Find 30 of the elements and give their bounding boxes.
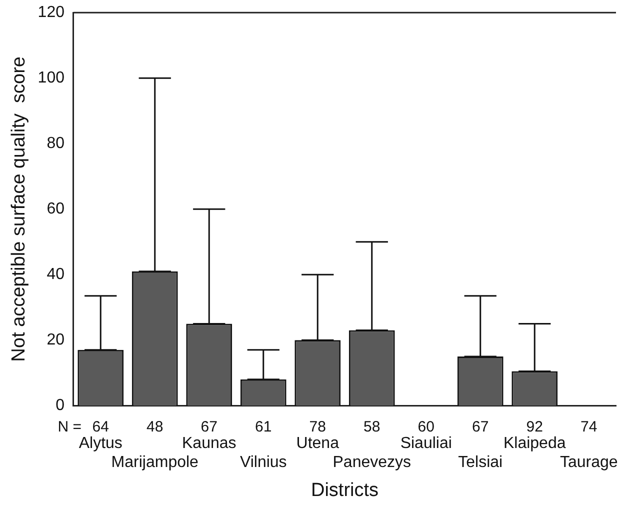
text: N = xyxy=(58,418,82,436)
text: 67 xyxy=(200,418,218,436)
x-tick-label: Panevezys xyxy=(332,454,412,472)
y-tick-label: 120 xyxy=(38,4,65,22)
x-tick-label: Taurage xyxy=(560,454,618,472)
x-tick-label: Vilnius xyxy=(240,454,287,472)
y-tick-label: 20 xyxy=(46,332,65,349)
y-tick-label: 100 xyxy=(38,70,65,87)
x-tick-label: Klaipeda xyxy=(503,434,566,452)
y-tick-label: 0 xyxy=(56,397,65,414)
x-tick-label: Marijampole xyxy=(111,454,199,472)
y-tick-label: 80 xyxy=(46,135,65,152)
text: 64 xyxy=(92,418,109,436)
text: 67 xyxy=(472,418,489,436)
text: 74 xyxy=(580,418,598,436)
x-axis-title: Districts xyxy=(310,480,379,501)
text: 78 xyxy=(309,418,326,436)
y-tick-label: 60 xyxy=(46,200,65,218)
text: 48 xyxy=(146,418,164,436)
text: 60 xyxy=(418,418,434,436)
x-tick-label: Telsiai xyxy=(458,454,503,472)
x-tick-label: Utena xyxy=(296,434,340,452)
y-axis-title: Not acceptible surface quality score xyxy=(8,56,30,362)
text: 58 xyxy=(364,418,380,436)
x-tick-label: Siauliai xyxy=(400,434,452,452)
x-tick-label: Kaunas xyxy=(182,434,236,452)
text: 92 xyxy=(526,418,543,436)
x-tick-label: Alytus xyxy=(78,434,122,452)
y-tick-label: 40 xyxy=(46,266,65,284)
text: 61 xyxy=(255,418,272,436)
